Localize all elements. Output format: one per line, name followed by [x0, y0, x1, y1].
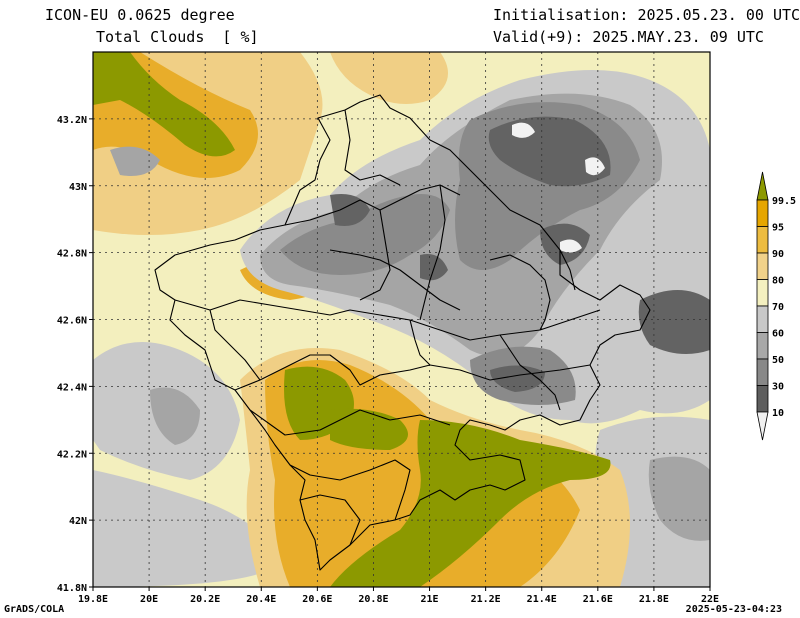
field-clear-1: [512, 122, 535, 138]
credit-label: GrADS/COLA: [4, 604, 65, 615]
colorbar: 99.5 95 90 80 70 60 50 30 10: [756, 171, 796, 441]
field-dark-core-w: [330, 194, 370, 226]
cloud-field: [93, 52, 710, 587]
border-line-5: [344, 109, 401, 186]
border-line-12: [409, 319, 431, 366]
colorbar-label-5: 60: [772, 329, 784, 340]
colorbar-label-4: 70: [772, 302, 784, 313]
lat-axis: 43.2N 43N 42.8N 42.6N 42.4N 42.2N 42N 41.8N: [57, 115, 93, 594]
outer-border: [154, 94, 651, 571]
colorbar-band-8: [756, 385, 769, 413]
border-line-11: [499, 334, 561, 411]
field-olive-s: [330, 420, 611, 587]
lon-label-5: 20.8E: [358, 594, 388, 605]
lat-label-4: 42.4N: [57, 382, 87, 393]
lon-label-8: 21.4E: [527, 594, 557, 605]
colorbar-label-6: 50: [772, 355, 784, 366]
field-w-patch: [110, 146, 160, 176]
lon-label-9: 21.6E: [583, 594, 613, 605]
init-time: Initialisation: 2025.05.23. 00 UTC: [493, 6, 800, 24]
colorbar-bottom-arrow: [756, 411, 769, 441]
field-sw-gray: [93, 470, 280, 587]
colorbar-band-6: [756, 332, 769, 360]
lat-label-1: 43N: [69, 182, 87, 193]
colorbar-top-arrow: [756, 171, 769, 201]
graticule: [93, 52, 710, 587]
border-line-14: [209, 309, 261, 381]
border-line-3: [234, 354, 591, 391]
field-n-tan: [330, 52, 448, 104]
lon-label-4: 20.6E: [302, 594, 332, 605]
border-line-7: [329, 249, 461, 311]
lat-label-5: 42.2N: [57, 449, 87, 460]
lon-label-7: 21.2E: [471, 594, 501, 605]
border-line-15: [559, 249, 576, 291]
valid-time: Valid(+9): 2025.MAY.23. 09 UTC: [493, 28, 764, 46]
admin-borders: [154, 94, 651, 571]
lon-label-2: 20.2E: [190, 594, 220, 605]
colorbar-label-1: 95: [772, 223, 784, 234]
colorbar-label-3: 80: [772, 276, 784, 287]
model-title: ICON-EU 0.0625 degree: [45, 6, 235, 24]
colorbar-band-2: [756, 226, 769, 254]
border-line-6: [419, 184, 446, 321]
lon-label-11: 22E: [701, 594, 719, 605]
border-line-13: [359, 209, 391, 301]
colorbar-band-4: [756, 279, 769, 307]
colorbar-label-8: 10: [772, 408, 784, 419]
lon-label-10: 21.8E: [639, 594, 669, 605]
lon-label-3: 20.4E: [246, 594, 276, 605]
field-clear-3: [560, 239, 582, 253]
field-nw-olive: [93, 52, 235, 157]
colorbar-band-5: [756, 305, 769, 333]
field-gray-core-w: [280, 194, 450, 275]
lon-label-1: 20E: [140, 594, 158, 605]
lat-label-3: 42.6N: [57, 316, 87, 327]
lon-label-6: 21E: [421, 594, 439, 605]
colorbar-band-7: [756, 358, 769, 386]
variable-title: Total Clouds [ %]: [96, 28, 259, 46]
field-dark-core-e: [638, 290, 710, 354]
border-line-8: [489, 254, 551, 331]
lon-label-0: 19.8E: [78, 594, 108, 605]
colorbar-band-3: [756, 252, 769, 280]
lat-label-7: 41.8N: [57, 583, 87, 594]
colorbar-label-0: 99.5: [772, 196, 796, 207]
border-line-10: [299, 494, 361, 546]
border-line-2: [174, 299, 601, 341]
colorbar-label-2: 90: [772, 249, 784, 260]
field-dark-core-se: [490, 365, 545, 392]
lat-label-2: 42.8N: [57, 249, 87, 260]
lon-axis: 19.8E 20E 20.2E 20.4E 20.6E 20.8E 21E 21.2E 21.4…: [78, 587, 719, 605]
colorbar-band-1: [756, 199, 769, 227]
border-line-9: [289, 459, 411, 521]
field-w-midgray: [150, 387, 200, 445]
lat-label-6: 42N: [69, 516, 87, 527]
colorbar-label-7: 30: [772, 382, 784, 393]
border-line-4: [249, 409, 451, 436]
field-clear-2: [585, 157, 605, 176]
timestamp-label: 2025-05-23-04:23: [685, 604, 782, 615]
lat-label-0: 43.2N: [57, 115, 87, 126]
